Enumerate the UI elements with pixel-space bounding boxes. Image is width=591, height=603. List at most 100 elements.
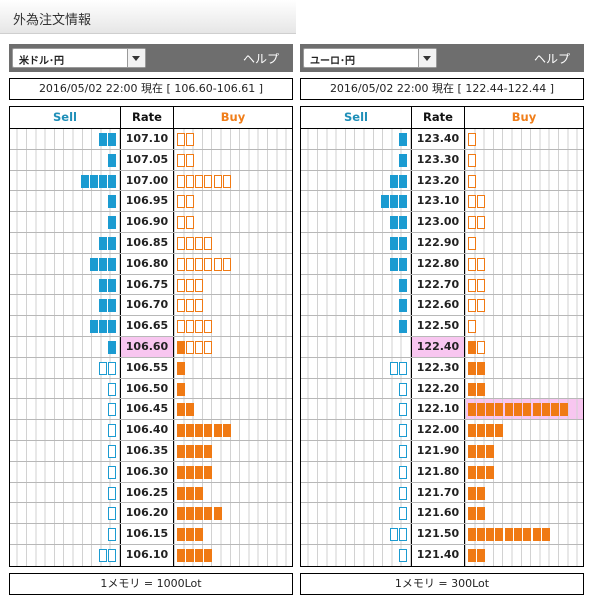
buy-cell <box>465 524 583 544</box>
buy-volume-mark <box>176 133 185 146</box>
buy-cell <box>465 212 583 232</box>
sell-volume-mark <box>108 548 117 562</box>
buy-volume-mark <box>195 299 204 313</box>
sell-volume-mark <box>89 257 98 271</box>
buy-volume-mark <box>541 403 550 417</box>
buy-volume-mark <box>176 361 185 375</box>
rate-column-header: Rate <box>412 107 465 128</box>
buy-volume-bar <box>176 216 195 230</box>
buy-volume-mark <box>185 133 194 146</box>
chevron-down-icon[interactable] <box>418 49 436 67</box>
sell-volume-mark <box>399 548 408 562</box>
buy-volume-mark <box>532 528 541 542</box>
panel-header-bar: 米ドル･円 ヘルプ <box>9 44 293 72</box>
buy-cell <box>174 253 292 274</box>
sell-volume-mark <box>89 174 98 188</box>
sell-volume-bar <box>399 153 408 167</box>
buy-volume-bar <box>467 465 495 479</box>
buy-volume-bar <box>467 153 476 167</box>
buy-cell <box>465 503 583 524</box>
buy-cell <box>174 316 292 336</box>
rate-cell: 122.90 <box>412 232 465 253</box>
buy-volume-mark <box>195 257 204 271</box>
sell-cell <box>301 399 412 420</box>
buy-volume-mark <box>204 548 213 562</box>
rate-cell: 121.60 <box>412 503 465 524</box>
buy-volume-mark <box>541 528 550 542</box>
buy-volume-bar <box>467 528 551 542</box>
sell-cell <box>301 336 412 357</box>
chevron-down-icon[interactable] <box>127 49 145 67</box>
rate-cell: 122.60 <box>412 295 465 316</box>
rate-cell: 121.90 <box>412 440 465 461</box>
table-row: 106.15 <box>10 524 292 545</box>
table-row: 122.60 <box>301 295 583 317</box>
sell-volume-mark <box>390 174 399 188</box>
buy-volume-mark <box>176 548 185 562</box>
rate-cell: 106.75 <box>121 274 174 295</box>
usdjpy-panel: 米ドル･円 ヘルプ 2016/05/02 22:00 現在 [ 106.60-1… <box>9 44 293 595</box>
sell-cell <box>10 420 121 440</box>
currency-pair-select[interactable]: 米ドル･円 <box>12 48 146 68</box>
buy-cell <box>174 149 292 170</box>
sell-volume-bar <box>399 278 408 292</box>
rate-cell: 106.20 <box>121 503 174 524</box>
rate-cell: 123.40 <box>412 129 465 149</box>
buy-volume-bar <box>176 382 185 396</box>
buy-volume-bar <box>467 403 569 417</box>
buy-volume-mark <box>467 424 476 438</box>
buy-volume-mark <box>476 257 485 271</box>
buy-volume-mark <box>195 444 204 458</box>
buy-volume-mark <box>467 236 476 250</box>
table-row: 121.90 <box>301 440 583 462</box>
sell-cell <box>10 524 121 544</box>
scale-legend: 1メモリ = 300Lot <box>300 572 584 595</box>
buy-cell <box>174 336 292 357</box>
buy-cell <box>174 482 292 503</box>
rate-cell: 106.45 <box>121 399 174 420</box>
buy-volume-mark <box>185 236 194 250</box>
buy-volume-mark <box>467 153 476 167</box>
table-row: 106.60 <box>10 336 292 358</box>
buy-volume-bar <box>176 257 232 271</box>
help-link[interactable]: ヘルプ <box>533 52 570 66</box>
buy-volume-mark <box>176 195 185 209</box>
sell-volume-bar <box>89 320 117 334</box>
buy-volume-bar <box>176 153 195 167</box>
buy-volume-mark <box>204 236 213 250</box>
buy-volume-mark <box>495 403 504 417</box>
rate-column-header: Rate <box>121 107 174 128</box>
sell-volume-mark <box>99 236 108 250</box>
table-row: 121.60 <box>301 503 583 525</box>
currency-pair-select[interactable]: ユーロ･円 <box>303 48 437 68</box>
buy-volume-mark <box>476 278 485 292</box>
buy-cell <box>465 316 583 336</box>
table-row: 123.30 <box>301 149 583 171</box>
sell-volume-bar <box>399 424 408 438</box>
table-row: 122.10 <box>301 399 583 421</box>
buy-volume-bar <box>467 133 476 146</box>
sell-volume-bar <box>80 174 117 188</box>
buy-volume-mark <box>185 465 194 479</box>
buy-volume-mark <box>467 216 476 230</box>
buy-volume-bar <box>176 465 213 479</box>
sell-volume-mark <box>108 153 117 167</box>
buy-volume-bar <box>176 444 213 458</box>
sell-volume-bar <box>108 216 117 230</box>
buy-volume-mark <box>176 507 185 521</box>
rate-cell: 106.95 <box>121 191 174 212</box>
rate-cell: 121.70 <box>412 482 465 503</box>
buy-volume-bar <box>176 486 204 500</box>
sell-volume-bar <box>380 195 408 209</box>
sell-volume-mark <box>99 361 108 375</box>
sell-cell <box>301 482 412 503</box>
help-link[interactable]: ヘルプ <box>242 52 279 66</box>
buy-volume-bar <box>176 340 213 354</box>
table-row: 106.65 <box>10 316 292 337</box>
table-row: 106.20 <box>10 503 292 525</box>
buy-cell <box>174 503 292 524</box>
sell-cell <box>301 232 412 253</box>
sell-cell <box>10 503 121 524</box>
buy-volume-mark <box>514 403 523 417</box>
sell-cell <box>10 544 121 566</box>
